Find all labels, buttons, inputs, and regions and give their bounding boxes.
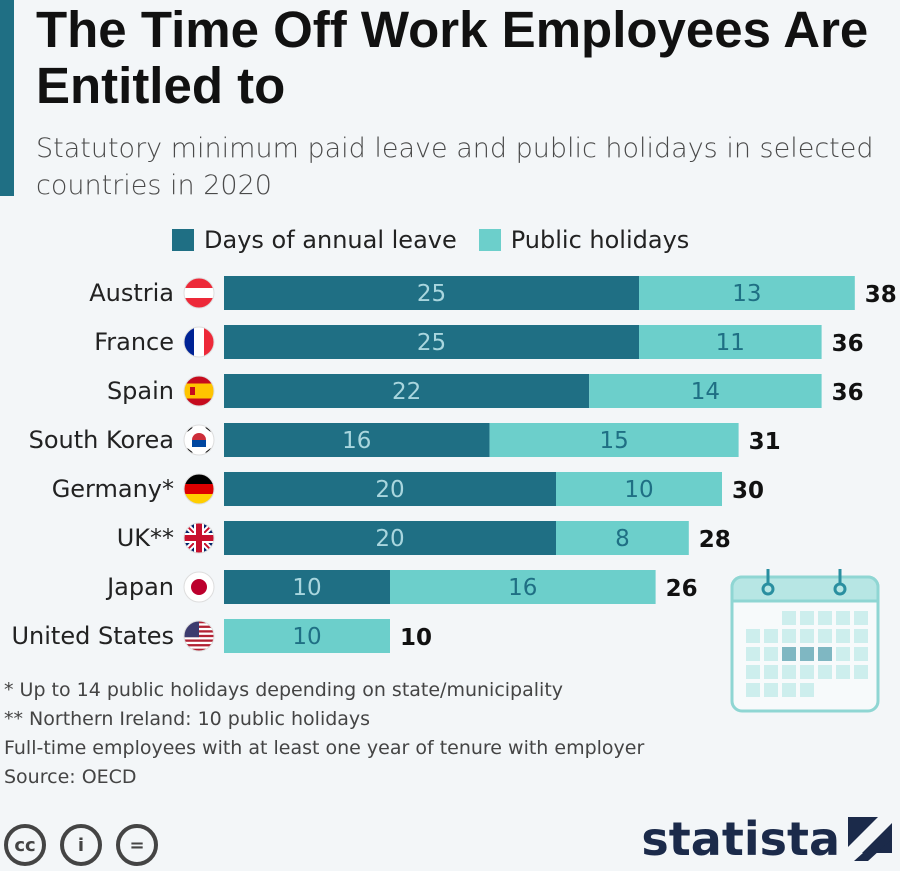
legend-swatch-public-holidays [478, 229, 501, 251]
total-label: 36 [832, 380, 864, 406]
value-label-public-holidays: 8 [615, 526, 630, 552]
bar-public-holidays [556, 521, 689, 555]
category-label: Japan [105, 573, 174, 601]
south-korea-flag-icon [183, 424, 215, 456]
value-label-annual-leave: 10 [292, 575, 321, 601]
bar-public-holidays [390, 570, 656, 604]
bar-annual-leave [224, 374, 590, 408]
category-label: United States [11, 622, 174, 650]
category-label: UK** [117, 524, 174, 552]
statista-logo[interactable]: statista [641, 812, 892, 866]
value-label-annual-leave: 16 [342, 428, 371, 454]
footnotes: * Up to 14 public holidays depending on … [4, 676, 644, 792]
category-label: South Korea [29, 426, 174, 454]
bar-public-holidays [639, 276, 855, 310]
cc-icon[interactable]: cc [4, 824, 46, 866]
logo-text: statista [641, 812, 840, 866]
total-label: 30 [732, 478, 764, 504]
uk-flag-icon [183, 522, 215, 554]
license-icons: cc i = [4, 824, 172, 866]
value-label-annual-leave: 22 [392, 379, 421, 405]
category-label: Spain [107, 377, 174, 405]
bar-annual-leave [224, 325, 639, 359]
bar-annual-leave [224, 423, 490, 457]
legend-label-annual-leave: Days of annual leave [204, 226, 457, 254]
statista-mark-icon [848, 817, 892, 861]
accent-bar [0, 0, 14, 196]
value-label-public-holidays: 13 [732, 281, 761, 307]
austria-flag-icon [183, 277, 215, 309]
value-label-public-holidays: 10 [292, 624, 321, 650]
value-label-public-holidays: 16 [508, 575, 537, 601]
chart-subtitle: Statutory minimum paid leave and public … [36, 133, 874, 201]
total-label: 38 [865, 282, 897, 308]
chart-title: The Time Off Work Employees Are Entitled… [36, 1, 869, 114]
value-label-public-holidays: 11 [716, 330, 745, 356]
total-label: 31 [749, 429, 781, 455]
legend-item-annual-leave: Days of annual leave [172, 226, 457, 254]
no-derivatives-icon[interactable]: = [116, 824, 158, 866]
value-label-annual-leave: 25 [417, 281, 446, 307]
footnote-uk: ** Northern Ireland: 10 public holidays [4, 708, 371, 730]
value-label-public-holidays: 15 [599, 428, 628, 454]
germany-flag-icon [183, 473, 215, 505]
bar-annual-leave [224, 472, 556, 506]
bar-annual-leave [224, 570, 390, 604]
value-label-public-holidays: 10 [624, 477, 653, 503]
category-label: Austria [89, 279, 174, 307]
bar-annual-leave [224, 521, 556, 555]
value-label-annual-leave: 20 [375, 526, 404, 552]
bar-public-holidays [639, 325, 822, 359]
spain-flag-icon [183, 375, 215, 407]
footnote-germany: * Up to 14 public holidays depending on … [4, 679, 564, 701]
value-label-annual-leave: 25 [417, 330, 446, 356]
bar-chart: Austria 25 13 38 France 25 11 36 Spain 22 14 36 Sout… [11, 276, 897, 653]
total-label: 26 [666, 576, 698, 602]
usa-flag-icon [183, 620, 215, 652]
value-label-public-holidays: 14 [691, 379, 720, 405]
bar-annual-leave [224, 276, 639, 310]
total-label: 36 [832, 331, 864, 357]
japan-flag-icon [183, 571, 215, 603]
bar-public-holidays [224, 619, 390, 653]
bar-public-holidays [489, 423, 739, 457]
total-label: 10 [400, 625, 432, 651]
footnote-source: Source: OECD [4, 766, 137, 788]
value-label-annual-leave: 20 [375, 477, 404, 503]
total-label: 28 [699, 527, 731, 553]
france-flag-icon [183, 326, 215, 358]
legend-swatch-annual-leave [172, 229, 194, 251]
legend-item-public-holidays: Public holidays [478, 226, 690, 254]
bar-public-holidays [556, 472, 722, 506]
bar-public-holidays [589, 374, 822, 408]
category-label: France [94, 328, 174, 356]
footnote-tenure: Full-time employees with at least one ye… [4, 737, 645, 759]
legend: Days of annual leave Public holidays [172, 226, 711, 254]
attribution-icon[interactable]: i [60, 824, 102, 866]
calendar-icon [730, 569, 880, 713]
legend-label-public-holidays: Public holidays [510, 226, 690, 254]
category-label: Germany* [52, 475, 174, 503]
